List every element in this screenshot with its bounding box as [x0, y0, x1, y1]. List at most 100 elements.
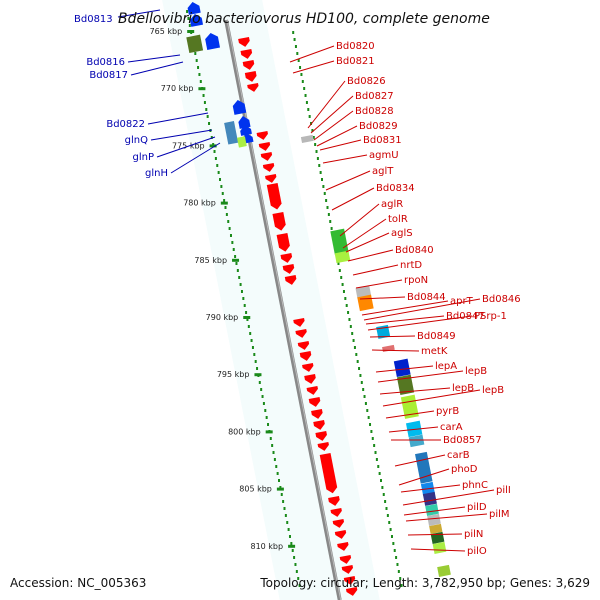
- gene-block: [334, 250, 351, 264]
- ruler-dot: [275, 465, 278, 468]
- reverse-gene-label[interactable]: pilN: [464, 529, 483, 540]
- reverse-gene-label[interactable]: agmU: [369, 150, 399, 161]
- leader-line: [313, 110, 354, 141]
- gene-arrow: [332, 518, 345, 528]
- gene-block: [237, 136, 247, 148]
- forward-gene-label[interactable]: Bd0817: [89, 70, 128, 81]
- reverse-gene-label[interactable]: Bd0821: [336, 56, 375, 67]
- reverse-gene-label[interactable]: Bd0820: [336, 41, 375, 52]
- gene-arrow: [244, 70, 257, 82]
- leader-line: [394, 454, 446, 467]
- reverse-gene-label[interactable]: rpoN: [404, 275, 428, 286]
- ruler-dot: [264, 409, 267, 412]
- ruler-dot: [261, 395, 264, 398]
- gene-arrow: [232, 100, 247, 115]
- reverse-gene-label[interactable]: aprT: [450, 296, 474, 307]
- reverse-gene: [328, 495, 340, 506]
- reverse-gene-label[interactable]: carB: [447, 450, 470, 461]
- ruler-dot: [271, 444, 274, 447]
- leader-line: [365, 315, 445, 325]
- reverse-gene-label[interactable]: lepA: [435, 361, 457, 372]
- leader-line: [316, 125, 358, 147]
- reverse-gene: [256, 130, 268, 140]
- gene-arrow: [302, 362, 314, 372]
- forward-gene-label[interactable]: Bd0816: [86, 57, 125, 68]
- right-ruler-dot: [390, 535, 393, 538]
- reverse-gene-label[interactable]: Bd0857: [443, 435, 482, 446]
- leader-line: [292, 60, 335, 74]
- reverse-gene-label[interactable]: Bd0831: [363, 135, 402, 146]
- right-ruler-dot: [292, 31, 295, 34]
- reverse-gene-label[interactable]: pilI: [496, 485, 511, 496]
- reverse-gene-label[interactable]: PSrp-1: [474, 311, 507, 322]
- reverse-gene-label[interactable]: Bd0844: [407, 292, 446, 303]
- right-ruler-dot: [348, 318, 351, 321]
- right-ruler-dot: [342, 290, 345, 293]
- gene-arrow: [265, 173, 277, 183]
- right-ruler-dot: [341, 283, 344, 286]
- reverse-gene-label[interactable]: phoD: [451, 464, 478, 475]
- gene-block: [355, 285, 372, 299]
- right-ruler-dot: [330, 227, 333, 230]
- forward-gene-label[interactable]: glnH: [145, 168, 168, 179]
- reverse-gene-label[interactable]: Bd0840: [395, 245, 434, 256]
- leader-line: [347, 249, 394, 262]
- right-ruler-dot: [396, 563, 399, 566]
- right-ruler-dot: [314, 143, 317, 146]
- forward-gene-label[interactable]: glnP: [133, 152, 155, 163]
- leader-line: [359, 296, 406, 300]
- right-ruler-dot: [381, 486, 384, 489]
- forward-gene-label[interactable]: Bd0822: [106, 119, 145, 130]
- reverse-gene-label[interactable]: Bd0828: [355, 106, 394, 117]
- reverse-gene-label[interactable]: Bd0826: [347, 76, 386, 87]
- reverse-gene-label[interactable]: Bd0847: [446, 311, 485, 322]
- ruler-dot: [243, 304, 246, 307]
- reverse-gene-label[interactable]: metK: [421, 346, 448, 357]
- leader-line: [403, 506, 466, 516]
- reverse-gene-label[interactable]: phnC: [462, 480, 488, 491]
- reverse-gene-label[interactable]: Bd0827: [355, 91, 394, 102]
- reverse-gene-label[interactable]: aglT: [372, 166, 394, 177]
- gene-arrow: [337, 541, 349, 551]
- reverse-gene-label[interactable]: pyrB: [436, 406, 459, 417]
- ruler-major-tick: [232, 258, 240, 262]
- reverse-gene-label[interactable]: pilM: [489, 509, 510, 520]
- reverse-gene-label[interactable]: Bd0834: [376, 183, 415, 194]
- reverse-gene: [272, 211, 286, 231]
- ruler-major-tick: [265, 430, 273, 434]
- forward-gene-label[interactable]: glnQ: [125, 135, 148, 146]
- reverse-gene-label[interactable]: nrtD: [400, 260, 422, 271]
- reverse-gene-label[interactable]: pilD: [467, 502, 487, 513]
- leader-line: [345, 232, 390, 253]
- ruler-dot: [295, 570, 298, 573]
- ruler-dot: [262, 402, 265, 405]
- gene-arrow: [304, 373, 316, 384]
- gene-arrow: [240, 48, 253, 59]
- right-ruler-dot: [321, 178, 324, 181]
- reverse-gene-label[interactable]: lepB: [465, 366, 487, 377]
- right-ruler-dot: [393, 549, 396, 552]
- label-leader-lines: [117, 9, 495, 552]
- reverse-gene-label[interactable]: aglR: [381, 199, 403, 210]
- reverse-gene: [332, 518, 345, 528]
- reverse-gene-label[interactable]: tolR: [388, 214, 408, 225]
- gene-arrow: [334, 529, 347, 539]
- reverse-gene-label[interactable]: carA: [440, 422, 463, 433]
- leader-line: [127, 54, 181, 63]
- ruler-dot: [223, 199, 226, 202]
- reverse-gene-label[interactable]: Bd0846: [482, 294, 521, 305]
- forward-gene: [187, 2, 201, 15]
- gene-arrow: [306, 385, 318, 395]
- gene-arrow: [295, 328, 307, 338]
- reverse-gene-label[interactable]: lepB: [482, 385, 504, 396]
- reverse-gene-label[interactable]: lepB: [452, 383, 474, 394]
- reverse-gene-label[interactable]: pilO: [467, 546, 487, 557]
- reverse-gene-label[interactable]: aglS: [391, 228, 413, 239]
- reverse-gene-label[interactable]: Bd0829: [359, 121, 398, 132]
- leader-line: [377, 370, 464, 383]
- reverse-gene-label[interactable]: Bd0849: [417, 331, 456, 342]
- gene-block: [393, 358, 411, 378]
- gene-arrow: [315, 430, 327, 441]
- title-prefix-label[interactable]: Bd0813: [74, 14, 113, 25]
- ruler-dot: [284, 514, 287, 517]
